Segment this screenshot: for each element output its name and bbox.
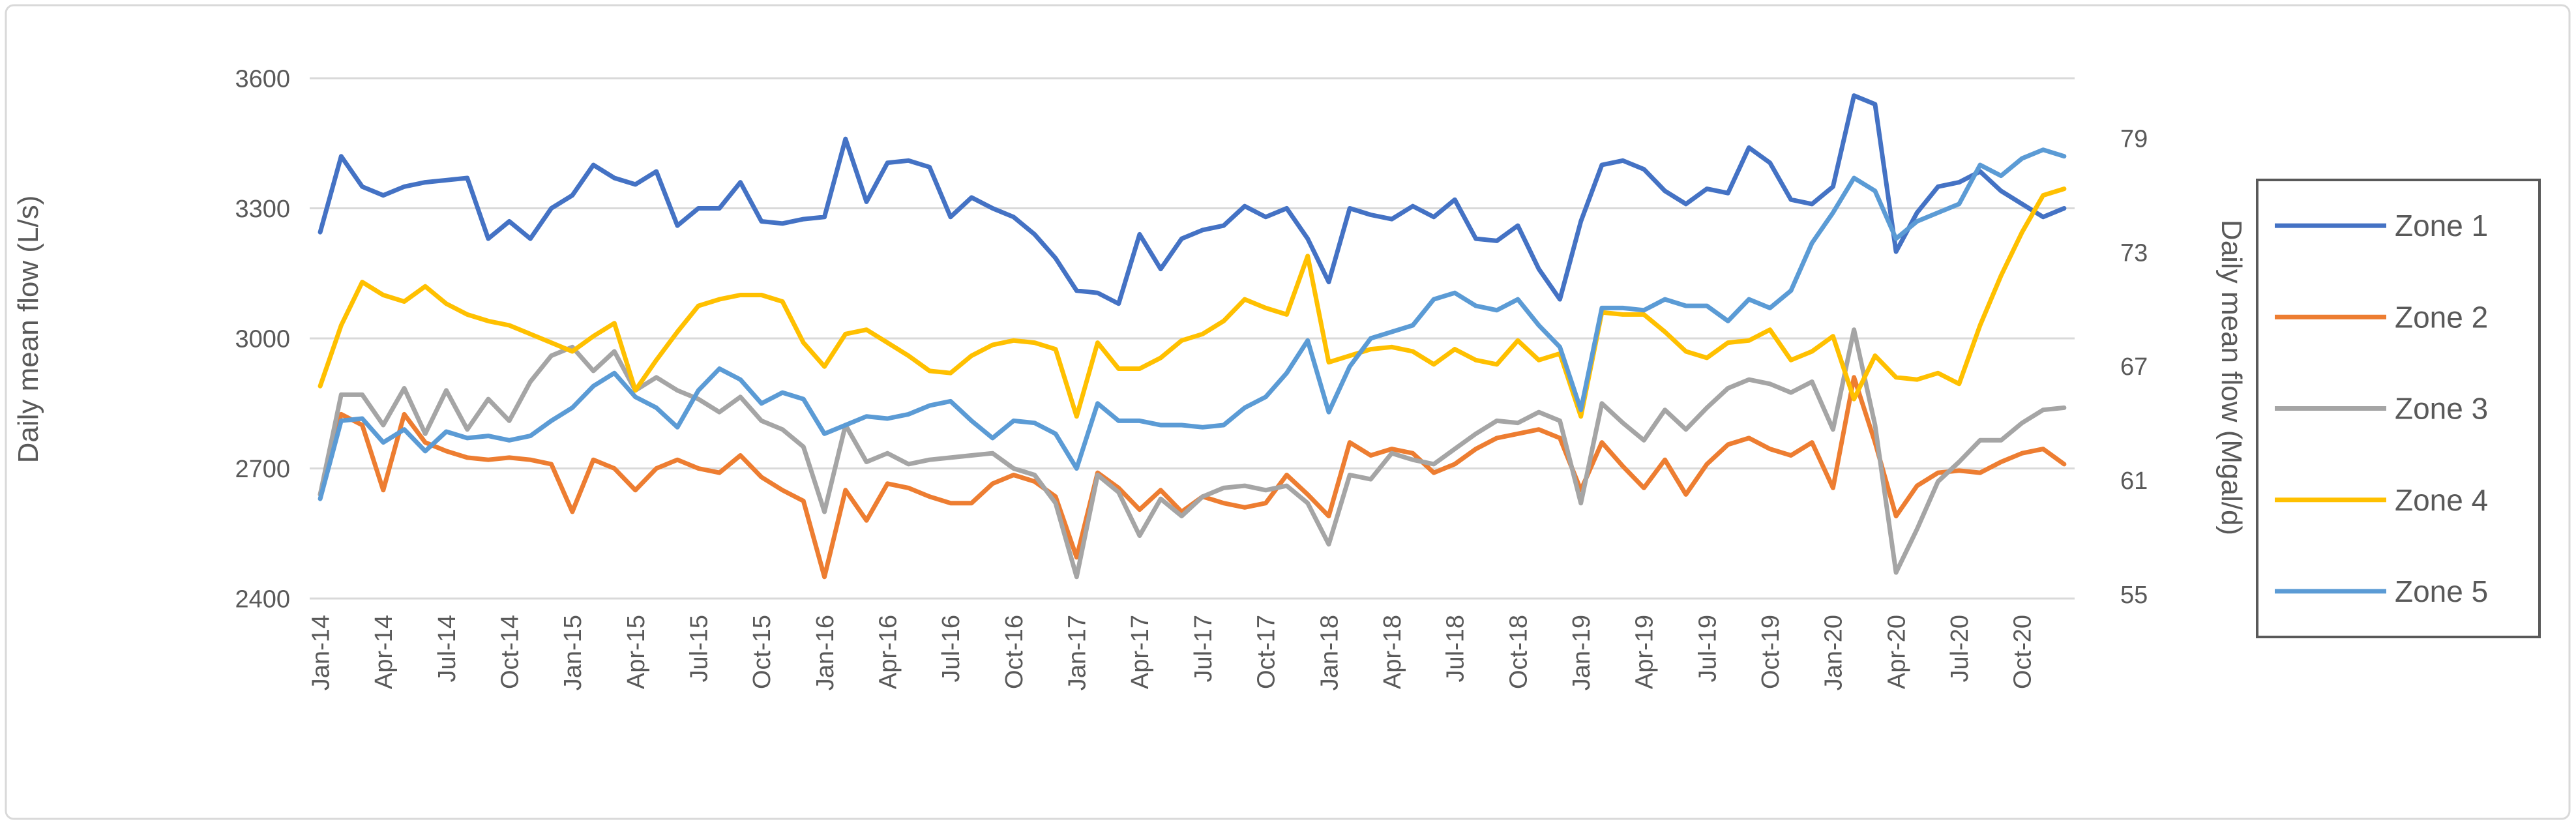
legend-label: Zone 4 [2395, 483, 2488, 517]
x-axis-tick-label: Jan-20 [1820, 615, 1848, 690]
legend: Zone 1 Zone 2 Zone 3 Zone 4 Zone 5 [2256, 179, 2541, 638]
x-axis-tick-label: Apr-19 [1631, 615, 1659, 689]
x-axis-tick-label: Jul-19 [1694, 615, 1721, 683]
x-axis-tick-label: Oct-18 [1505, 615, 1532, 689]
x-axis-tick-label: Jul-15 [685, 615, 713, 683]
legend-item: Zone 4 [2275, 483, 2488, 517]
x-axis-tick-label: Apr-14 [370, 615, 398, 689]
x-axis-tick-label: Oct-19 [1757, 615, 1784, 689]
left-axis-tick-label: 2400 [235, 585, 290, 613]
x-axis-tick-label: Oct-15 [748, 615, 776, 689]
x-axis-tick-label: Oct-16 [1001, 615, 1028, 689]
legend-label: Zone 2 [2395, 300, 2488, 334]
right-axis-tick-label: 73 [2120, 239, 2148, 267]
legend-item: Zone 2 [2275, 300, 2488, 334]
x-axis-tick-label: Jul-16 [938, 615, 965, 683]
series-line-zone-2 [318, 375, 2067, 580]
x-axis-tick-label: Apr-16 [875, 615, 902, 689]
right-axis-tick-label: 79 [2120, 126, 2148, 153]
x-axis-tick-label: Oct-14 [496, 615, 524, 689]
series-line-zone-4 [318, 186, 2067, 419]
legend-item: Zone 5 [2275, 574, 2488, 608]
x-axis-tick-label: Jul-17 [1190, 615, 1217, 683]
x-axis-tick-label: Jan-18 [1316, 615, 1343, 690]
left-axis-title: Daily mean flow (L/s) [12, 196, 44, 464]
x-axis-tick-label: Jul-14 [434, 615, 461, 683]
left-axis-tick-label: 3600 [235, 65, 290, 93]
right-axis-tick-label: 67 [2120, 353, 2148, 381]
x-axis-tick-label: Jul-18 [1442, 615, 1470, 683]
legend-item: Zone 1 [2275, 209, 2488, 243]
x-axis-tick-label: Oct-17 [1253, 615, 1281, 689]
x-axis-tick-label: Jan-16 [812, 615, 839, 690]
x-axis-tick-label: Apr-15 [623, 615, 650, 689]
series-line-zone-5 [318, 147, 2067, 501]
x-axis-tick-label: Jan-19 [1568, 615, 1595, 690]
legend-label: Zone 1 [2395, 209, 2488, 243]
legend-label: Zone 5 [2395, 574, 2488, 608]
series-line-zone-3 [318, 327, 2067, 580]
x-axis-tick-label: Apr-17 [1127, 615, 1154, 689]
left-axis-tick-label: 3300 [235, 196, 290, 223]
series-line-zone-1 [318, 93, 2067, 306]
legend-label: Zone 3 [2395, 392, 2488, 426]
left-axis-tick-label: 3000 [235, 325, 290, 353]
x-axis-tick-label: Apr-20 [1883, 615, 1910, 689]
x-axis-tick-label: Jan-14 [307, 615, 334, 690]
x-axis-tick-label: Jan-15 [559, 615, 587, 690]
right-axis-tick-label: 55 [2120, 582, 2148, 609]
x-axis-tick-label: Apr-18 [1379, 615, 1406, 689]
x-axis-tick-label: Jul-20 [1946, 615, 1974, 683]
figure-border [5, 4, 2571, 820]
right-axis-tick-label: 61 [2120, 467, 2148, 495]
x-axis-tick-label: Jan-17 [1064, 615, 1091, 690]
x-axis-tick-label: Oct-20 [2009, 615, 2037, 689]
right-axis-title: Daily mean flow (Mgal/d) [2215, 220, 2247, 535]
legend-item: Zone 3 [2275, 392, 2488, 426]
left-axis-tick-label: 2700 [235, 456, 290, 483]
